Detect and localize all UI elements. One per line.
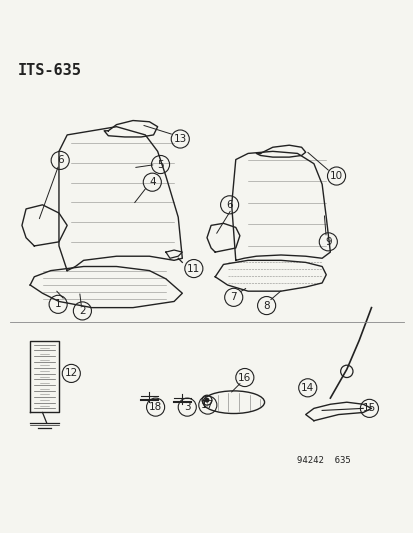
Text: 11: 11: [187, 263, 200, 273]
Text: 15: 15: [362, 403, 375, 414]
Text: 12: 12: [64, 368, 78, 378]
Text: 14: 14: [300, 383, 313, 393]
Text: 4: 4: [149, 177, 155, 187]
Text: 6: 6: [226, 200, 233, 210]
Text: ITS-635: ITS-635: [18, 63, 81, 78]
Text: 17: 17: [201, 400, 214, 410]
Text: 16: 16: [237, 373, 251, 383]
Text: 94242  635: 94242 635: [297, 456, 350, 465]
Text: 13: 13: [173, 134, 186, 144]
Text: 2: 2: [79, 306, 85, 316]
Text: 9: 9: [324, 237, 331, 247]
Circle shape: [204, 398, 209, 402]
Text: 3: 3: [183, 402, 190, 412]
Text: 1: 1: [55, 300, 61, 309]
Text: 8: 8: [263, 301, 269, 311]
Text: 7: 7: [230, 292, 237, 302]
Text: 10: 10: [329, 171, 342, 181]
Text: 5: 5: [157, 159, 164, 169]
Text: 6: 6: [57, 156, 63, 165]
Text: 18: 18: [149, 402, 162, 412]
